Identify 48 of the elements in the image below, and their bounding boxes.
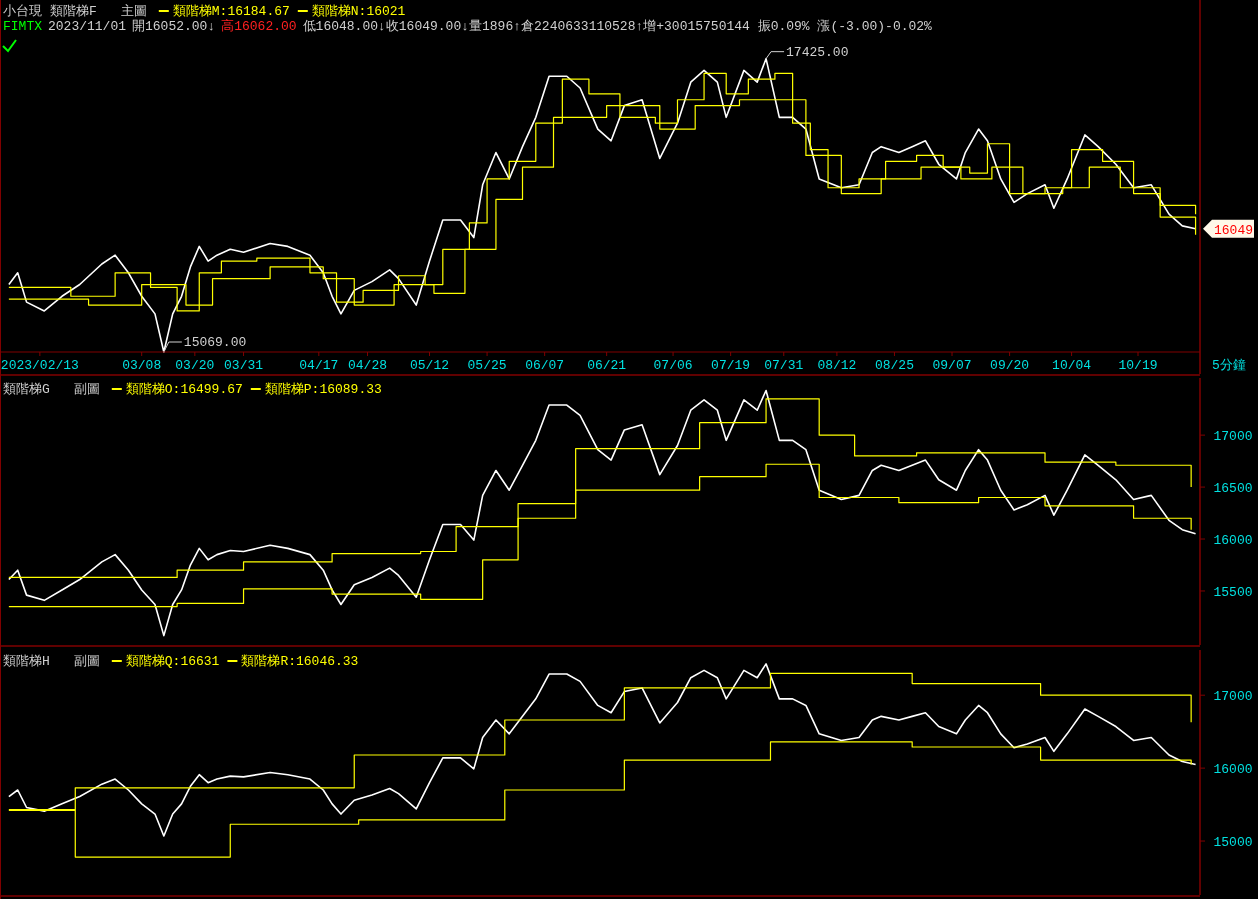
annotation: 副圖 (73, 382, 100, 397)
x-tick-label: 06/21 (587, 358, 627, 373)
chart-title: 類階梯G (3, 382, 50, 397)
legend-label: 類階梯P:16089.33 (264, 382, 382, 397)
x-tick-label: 07/06 (653, 358, 693, 373)
x-tick-label: 07/19 (711, 358, 751, 373)
annotation: 副圖 (73, 654, 100, 669)
legend-label: 類階梯M:16184.67 (172, 4, 290, 19)
x-tick-label: 09/07 (932, 358, 972, 373)
x-tick-label: 04/28 (348, 358, 388, 373)
x-tick-label: 05/25 (467, 358, 507, 373)
x-axis-title: 5分鐘 (1212, 358, 1246, 373)
annotation: 15069.00 (183, 335, 247, 350)
x-tick-label: 08/25 (874, 358, 914, 373)
annotation: 16049 (1214, 222, 1254, 238)
legend-label: 類階梯R:16046.33 (241, 654, 359, 669)
chart-subtitle: 類階梯F (50, 4, 97, 19)
y-tick-label: 15500 (1213, 584, 1253, 600)
x-tick-label: 10/19 (1118, 358, 1158, 373)
x-tick-label: 03/31 (224, 358, 264, 373)
text: 主圖 (120, 3, 147, 19)
y-tick-label: 16500 (1213, 481, 1253, 497)
x-tick-label: 03/20 (175, 358, 215, 373)
chart-title: 類階梯H (3, 654, 50, 669)
legend-label: 類階梯Q:16631 (125, 654, 220, 669)
y-tick-label: 16000 (1213, 762, 1253, 778)
x-tick-label: 10/04 (1052, 358, 1092, 373)
x-tick-label: 08/12 (817, 358, 857, 373)
legend-label: 類階梯N:16021 (311, 4, 406, 19)
x-tick-label: 04/17 (299, 358, 339, 373)
x-tick-label: 07/31 (764, 358, 804, 373)
text: 開16052.00↓ (132, 19, 216, 34)
x-tick-label: 03/08 (122, 358, 162, 373)
legend-label: 類階梯O:16499.67 (125, 382, 243, 397)
text: FIMTX (3, 19, 43, 34)
text: 2023/11/01 (48, 19, 127, 34)
annotation: 17425.00 (786, 44, 849, 60)
x-tick-label: 06/07 (525, 358, 565, 373)
x-tick-label: 09/20 (990, 358, 1030, 373)
y-tick-label: 17000 (1213, 689, 1253, 705)
chart-title: 小台現 (3, 4, 42, 19)
y-tick-label: 17000 (1213, 429, 1253, 445)
y-tick-label: 16000 (1213, 533, 1253, 549)
text: 高16062.00 (221, 18, 297, 34)
y-tick-label: 15000 (1213, 835, 1253, 851)
x-tick-label: 05/12 (410, 358, 450, 373)
text: 低16048.00↓收16049.00↓量1896↑倉2240633110528↑增+30015750144 振0.09% 漲(-3.00)-0.02% (302, 19, 933, 34)
x-tick-label: 2023/02/13 (0, 358, 79, 373)
